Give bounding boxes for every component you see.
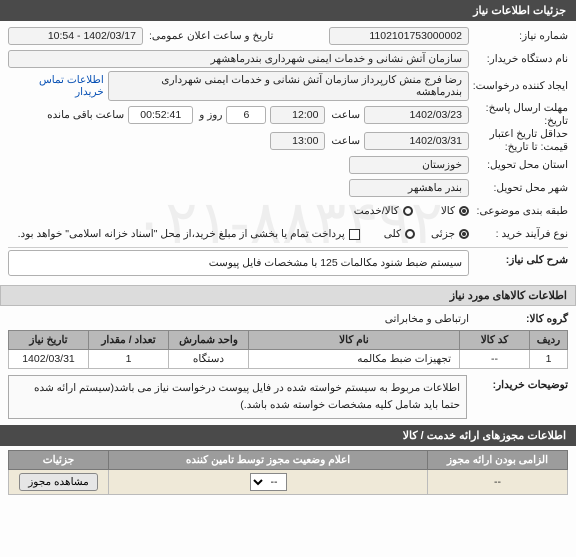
- col-code: کد کالا: [460, 331, 530, 350]
- creator-value: رضا فرج منش کارپرداز سازمان آتش نشانی و …: [108, 71, 469, 101]
- purchase-partial-label: جزئی: [429, 228, 455, 240]
- deadline-date: 1402/03/23: [364, 106, 469, 124]
- cell-qty: 1: [89, 350, 169, 369]
- permits-table: الزامی بودن ارائه مجوز اعلام وضعیت مجوز …: [8, 450, 568, 495]
- credit-time-label: ساعت: [329, 135, 360, 147]
- permit-status-select[interactable]: --: [250, 473, 287, 491]
- days-remaining: 6: [226, 106, 266, 124]
- deadline-time-label: ساعت: [329, 109, 360, 121]
- col-name: نام کالا: [249, 331, 460, 350]
- need-desc-label: شرح کلی نیاز:: [473, 250, 568, 266]
- treasury-note: پرداخت تمام یا بخشی از مبلغ خرید،از محل …: [8, 228, 345, 240]
- subject-service-label: کالا/خدمت: [352, 205, 399, 217]
- table-row: 1 -- تجهیزات ضبط مکالمه دستگاه 1 1402/03…: [9, 350, 568, 369]
- need-number-value: 1102101753000002: [329, 27, 469, 45]
- purchase-full-label: کلی: [382, 228, 401, 240]
- buyer-org-label: نام دستگاه خریدار:: [473, 53, 568, 65]
- view-permit-button[interactable]: مشاهده مجوز: [19, 473, 98, 491]
- table-row: -- -- مشاهده مجوز: [9, 469, 568, 494]
- perm-cell-mandatory: --: [428, 469, 568, 494]
- credit-date-label: حداقل تاریخ اعتبار قیمت: تا تاریخ:: [473, 128, 568, 153]
- need-desc-value: سیستم ضبط شنود مکالمات 125 با مشخصات فای…: [8, 250, 469, 276]
- cell-name: تجهیزات ضبط مکالمه: [249, 350, 460, 369]
- deadline-label-1: مهلت ارسال پاسخ:: [486, 102, 568, 114]
- cell-date: 1402/03/31: [9, 350, 89, 369]
- purchase-partial-radio[interactable]: [459, 229, 469, 239]
- treasury-checkbox[interactable]: [349, 229, 360, 240]
- permits-section-title: اطلاعات مجوزهای ارائه خدمت / کالا: [0, 425, 576, 446]
- col-date: تاریخ نیاز: [9, 331, 89, 350]
- goods-group-value: ارتباطی و مخابراتی: [383, 313, 469, 325]
- buyer-org-value: سازمان آتش نشانی و خدمات ایمنی شهرداری ب…: [8, 50, 469, 68]
- cell-unit: دستگاه: [169, 350, 249, 369]
- subject-goods-label: کالا: [439, 205, 455, 217]
- perm-cell-details: مشاهده مجوز: [9, 469, 109, 494]
- goods-table: ردیف کد کالا نام کالا واحد شمارش تعداد /…: [8, 330, 568, 369]
- credit-date-label-2: قیمت: تا تاریخ:: [505, 141, 568, 153]
- perm-cell-status: --: [109, 469, 428, 494]
- credit-time: 13:00: [270, 132, 325, 150]
- creator-label: ایجاد کننده درخواست:: [473, 80, 568, 92]
- announce-dt-value: 1402/03/17 - 10:54: [8, 27, 143, 45]
- col-unit: واحد شمارش: [169, 331, 249, 350]
- perm-col-mandatory: الزامی بودن ارائه مجوز: [428, 450, 568, 469]
- buyer-note-value: اطلاعات مربوط به سیستم خواسته شده در فای…: [8, 375, 467, 419]
- credit-date-label-1: حداقل تاریخ اعتبار: [490, 128, 568, 140]
- announce-dt-label: تاریخ و ساعت اعلان عمومی:: [147, 30, 273, 42]
- days-remaining-label: روز و: [197, 109, 222, 121]
- deadline-label: مهلت ارسال پاسخ: تاریخ:: [473, 102, 568, 127]
- credit-date: 1402/03/31: [364, 132, 469, 150]
- city-label: شهر محل تحویل:: [473, 182, 568, 194]
- province-label: استان محل تحویل:: [473, 159, 568, 171]
- col-qty: تعداد / مقدار: [89, 331, 169, 350]
- cell-code: --: [460, 350, 530, 369]
- subject-service-radio[interactable]: [403, 206, 413, 216]
- buyer-note-label: توضیحات خریدار:: [473, 375, 568, 391]
- purchase-full-radio[interactable]: [405, 229, 415, 239]
- goods-group-label: گروه کالا:: [473, 313, 568, 325]
- perm-col-details: جزئیات: [9, 450, 109, 469]
- purchase-type-label: نوع فرآیند خرید :: [473, 228, 568, 240]
- perm-col-status: اعلام وضعیت مجوز توسط تامین کننده: [109, 450, 428, 469]
- city-value: بندر ماهشهر: [349, 179, 469, 197]
- goods-section-title: اطلاعات کالاهای مورد نیاز: [0, 285, 576, 306]
- time-remaining-label: ساعت باقی مانده: [45, 109, 124, 121]
- need-number-label: شماره نیاز:: [473, 30, 568, 42]
- subject-goods-radio[interactable]: [459, 206, 469, 216]
- col-row: ردیف: [530, 331, 568, 350]
- form-region: شماره نیاز: 1102101753000002 تاریخ و ساع…: [0, 21, 576, 281]
- deadline-time: 12:00: [270, 106, 325, 124]
- separator: [8, 247, 568, 248]
- page-header-title: جزئیات اطلاعات نیاز: [473, 5, 566, 17]
- cell-row: 1: [530, 350, 568, 369]
- deadline-label-2: تاریخ:: [544, 115, 568, 127]
- subject-class-label: طبقه بندی موضوعی:: [473, 205, 568, 217]
- page-header: جزئیات اطلاعات نیاز: [0, 0, 576, 21]
- buyer-contact-link[interactable]: اطلاعات تماس خریدار: [8, 74, 104, 98]
- time-remaining: 00:52:41: [128, 106, 193, 124]
- province-value: خوزستان: [349, 156, 469, 174]
